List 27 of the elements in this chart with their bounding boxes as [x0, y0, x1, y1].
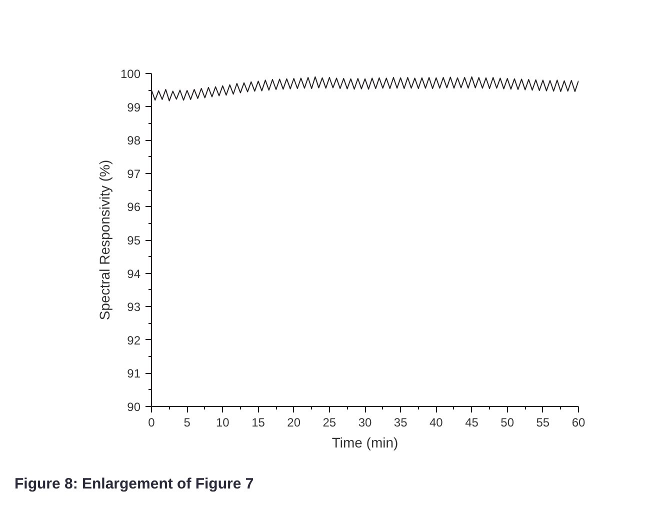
y-tick-label: 98: [127, 134, 141, 148]
x-tick-label: 15: [252, 416, 266, 430]
y-axis-title: Spectral Responsivity (%): [96, 160, 112, 320]
y-tick-label: 94: [127, 266, 141, 281]
x-tick-label: 0: [148, 416, 156, 430]
y-tick-label: 93: [127, 300, 141, 314]
x-tick-label: 60: [572, 416, 586, 430]
x-tick-label: 35: [394, 416, 408, 430]
x-tick-label: 40: [429, 416, 444, 430]
y-tick-label: 95: [127, 234, 141, 248]
y-tick-label: 97: [127, 166, 141, 181]
x-tick-label: 50: [500, 416, 514, 430]
y-tick-label: 100: [120, 67, 141, 81]
x-tick-label: 55: [536, 416, 550, 430]
x-tick-label: 30: [358, 416, 372, 430]
y-tick-label: 90: [127, 400, 141, 414]
x-tick-label: 25: [322, 416, 336, 430]
y-tick-label: 99: [127, 100, 141, 114]
caption: Figure 8: Enlargement of Figure 7: [14, 476, 254, 492]
y-tick-label: 96: [127, 200, 141, 214]
x-axis-title: Time (min): [332, 434, 398, 450]
x-tick-label: 5: [184, 416, 191, 430]
x-tick-label: 45: [465, 416, 479, 430]
y-tick-label: 92: [127, 333, 141, 348]
x-tick-label: 10: [216, 416, 230, 430]
y-tick-label: 91: [127, 366, 141, 381]
x-tick-label: 20: [287, 416, 301, 430]
